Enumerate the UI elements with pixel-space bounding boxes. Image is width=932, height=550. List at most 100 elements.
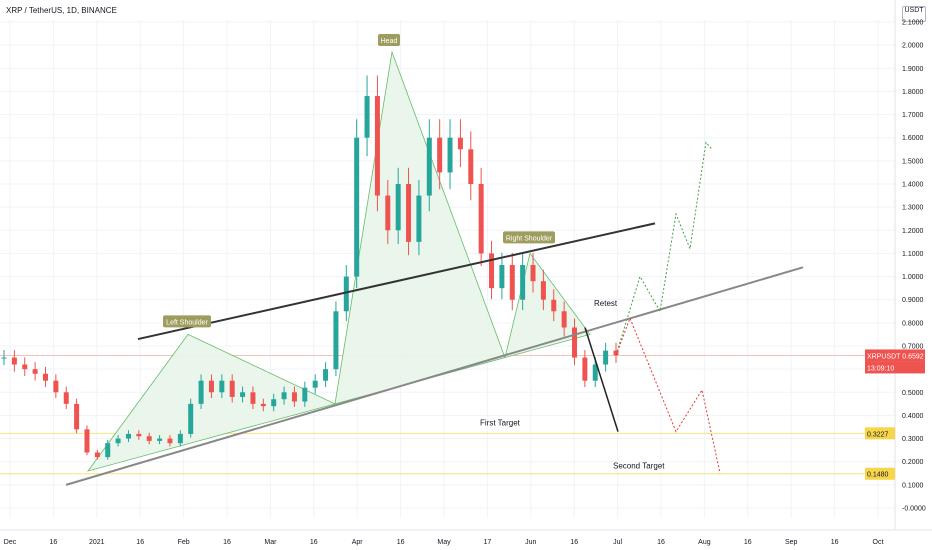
annotation-badge	[503, 231, 555, 244]
x-tick-label: 17	[484, 539, 492, 546]
x-tick-label: Dec	[4, 539, 17, 546]
x-tick-label: 16	[397, 539, 405, 546]
price-tag-label: 0.3227	[867, 431, 889, 438]
candle-body	[468, 149, 474, 184]
y-tick-label: 2.0000	[902, 43, 924, 50]
candle-body	[457, 137, 463, 150]
candle-body	[250, 392, 256, 404]
candle-body	[354, 137, 360, 277]
candle-body	[323, 369, 329, 381]
price-tag	[865, 349, 925, 362]
candle-body	[385, 195, 391, 231]
candle-body	[167, 438, 173, 444]
second-target-label: Second Target	[613, 462, 665, 471]
price-tag	[865, 361, 925, 374]
candle-body	[364, 96, 370, 138]
annotation-badge	[378, 34, 400, 46]
x-tick-label: 16	[831, 539, 839, 546]
x-tick-label: Jul	[613, 539, 622, 546]
x-tick-label: 2021	[89, 539, 105, 546]
y-tick-label: 1.8000	[902, 89, 924, 96]
candle-body	[426, 137, 432, 196]
y-tick-label: 0.3000	[902, 436, 924, 443]
price-tag-label: 13:09:10	[867, 365, 894, 372]
candle-body	[603, 350, 609, 365]
candle-body	[395, 184, 401, 231]
annotation-label: Head	[381, 38, 398, 45]
y-tick-label: 1.3000	[902, 205, 924, 212]
candle-body	[613, 350, 619, 356]
candle-body	[208, 380, 214, 393]
y-tick-label: 1.1000	[902, 251, 924, 258]
candle-body	[447, 137, 453, 173]
candle-body	[312, 380, 318, 388]
right-shoulder-area	[504, 252, 591, 359]
price-tag	[865, 427, 895, 440]
candle-body	[22, 364, 28, 370]
candle-body	[177, 433, 183, 444]
x-tick-label: Aug	[698, 539, 711, 546]
candle-body	[125, 433, 131, 439]
candle-body	[374, 96, 380, 196]
y-tick-label: 0.9000	[902, 297, 924, 304]
candle-body	[229, 380, 235, 397]
bearish-projection	[615, 316, 721, 474]
price-tag-label: XRPUSDT 0.6592	[867, 353, 924, 360]
x-tick-label: Feb	[178, 539, 190, 546]
y-tick-label: 2.1000	[902, 20, 924, 27]
candle-body	[499, 265, 505, 289]
candle-body	[437, 137, 443, 173]
candle-body	[302, 387, 308, 402]
x-tick-label: 16	[657, 539, 665, 546]
x-tick-label: 16	[50, 539, 58, 546]
y-tick-label: 1.0000	[902, 274, 924, 281]
candle-body	[94, 452, 100, 458]
candle-body	[84, 429, 90, 453]
candle-body	[416, 195, 422, 242]
candle-body	[260, 403, 266, 407]
y-tick-label: 0.2000	[902, 459, 924, 466]
x-tick-label: 16	[570, 539, 578, 546]
y-tick-label: 1.2000	[902, 228, 924, 235]
candle-body	[105, 443, 111, 458]
y-tick-label: 0.1000	[902, 482, 924, 489]
candle-body	[53, 380, 59, 393]
candle-body	[561, 311, 567, 328]
candle-body	[1, 357, 7, 359]
candle-body	[42, 373, 48, 381]
candle-body	[540, 281, 546, 300]
y-tick-label: 1.4000	[902, 182, 924, 189]
unit-label[interactable]: USDT	[902, 6, 926, 22]
candle-body	[572, 327, 578, 358]
candle-body	[489, 253, 495, 289]
x-tick-label: 16	[136, 539, 144, 546]
y-tick-label: 1.9000	[902, 66, 924, 73]
x-tick-label: 16	[310, 539, 318, 546]
x-tick-label: 16	[744, 539, 752, 546]
candle-body	[198, 380, 204, 404]
candle-body	[240, 392, 246, 397]
annotation-badge	[163, 315, 211, 328]
chart-title: XRP / TetherUS, 1D, BINANCE	[6, 6, 117, 15]
x-tick-label: May	[437, 539, 451, 546]
y-tick-label: 1.6000	[902, 135, 924, 142]
y-tick-label: 0.8000	[902, 320, 924, 327]
candle-body	[406, 184, 412, 242]
candle-body	[582, 357, 588, 381]
price-tag-label: 0.1480	[867, 472, 889, 479]
candle-body	[509, 265, 515, 300]
candle-body	[136, 433, 142, 437]
y-tick-label: 0.5000	[902, 390, 924, 397]
candle-body	[115, 438, 121, 444]
candle-body	[146, 436, 152, 441]
candle-body	[188, 403, 194, 434]
candle-body	[74, 403, 80, 430]
y-tick-label: 1.5000	[902, 158, 924, 165]
annotation-label: Right Shoulder	[506, 235, 553, 242]
x-tick-label: Oct	[873, 539, 884, 546]
bullish-projection	[615, 141, 713, 356]
annotation-label: Left Shoulder	[166, 319, 208, 326]
candle-body	[157, 438, 163, 441]
candle-body	[11, 357, 17, 365]
